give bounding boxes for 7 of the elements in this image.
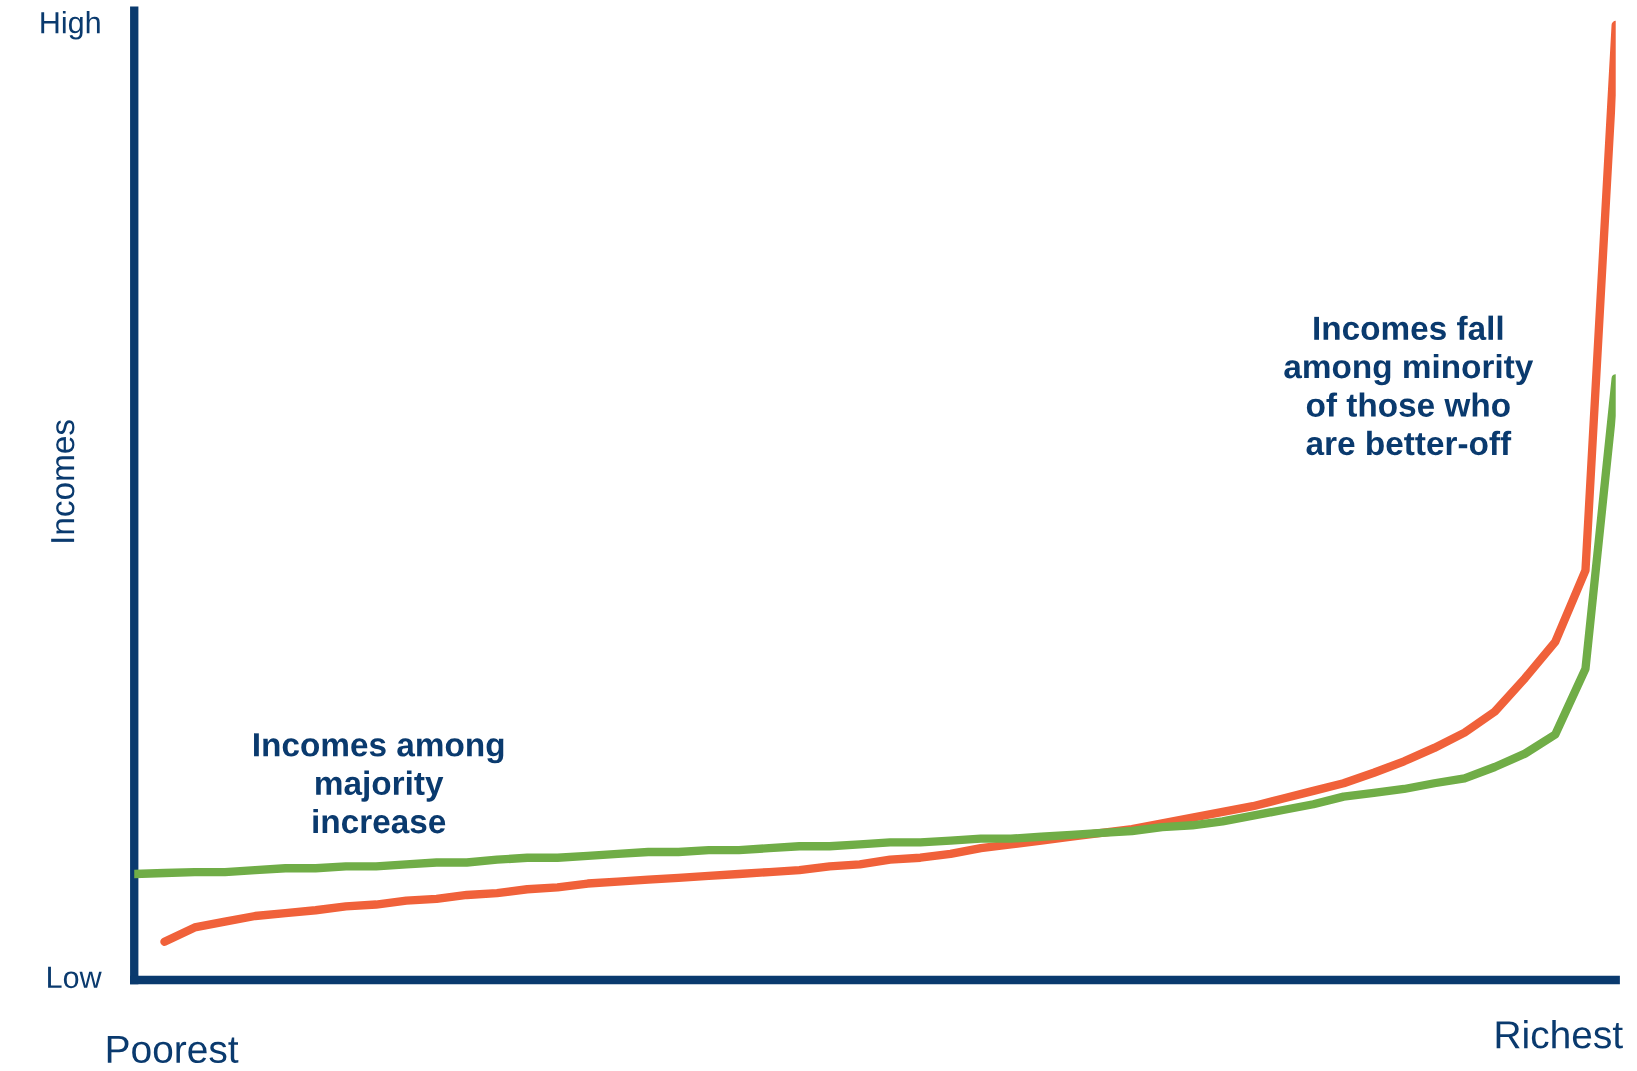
text: Low: [48, 966, 102, 989]
text: Richest: [1496, 1019, 1623, 1049]
y-axis-title: Incomes: [51, 420, 75, 542]
text: Poorest: [107, 1035, 239, 1064]
annotation: Incomes among majority increase: [254, 733, 504, 834]
text: High: [41, 11, 100, 40]
annotation: Incomes fall among minority of those who are better-off: [1284, 315, 1534, 456]
